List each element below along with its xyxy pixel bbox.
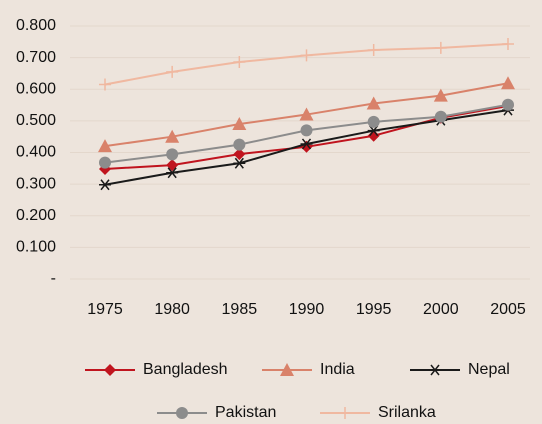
marker-shape <box>166 148 179 161</box>
y-tick-label: - <box>51 270 56 287</box>
legend-marker <box>339 407 351 419</box>
data-point <box>166 65 179 78</box>
data-point <box>233 138 246 151</box>
marker-shape <box>99 179 111 191</box>
marker-shape <box>300 124 313 137</box>
marker-shape <box>367 125 380 137</box>
marker-shape <box>367 129 380 142</box>
legend-label: Bangladesh <box>143 361 228 378</box>
marker-shape <box>367 115 380 128</box>
legend-label: Pakistan <box>215 404 276 421</box>
marker-shape <box>429 364 441 376</box>
data-point <box>300 124 313 137</box>
marker-shape <box>367 44 380 57</box>
x-tick-label: 1975 <box>87 301 123 318</box>
marker-shape <box>501 76 515 90</box>
data-point <box>166 167 179 179</box>
marker-shape <box>233 148 246 161</box>
marker-shape <box>300 138 313 150</box>
y-tick-label: 0.700 <box>16 49 56 66</box>
data-point <box>99 156 111 169</box>
y-tick-label: 0.100 <box>16 239 56 256</box>
y-tick-label: 0.300 <box>16 175 56 192</box>
x-tick-label: 1980 <box>154 301 190 318</box>
marker-shape <box>99 78 111 91</box>
marker-shape <box>104 364 116 376</box>
x-tick-label: 2005 <box>490 301 526 318</box>
x-tick-label: 1995 <box>356 301 392 318</box>
x-tick-label: 2000 <box>423 301 459 318</box>
marker-shape <box>366 96 381 110</box>
data-point <box>165 129 180 143</box>
data-point <box>367 44 380 57</box>
marker-shape <box>434 110 447 123</box>
data-point <box>300 49 313 62</box>
marker-shape <box>176 407 188 419</box>
data-point <box>367 115 380 128</box>
marker-shape <box>299 107 314 121</box>
y-tick-label: 0.400 <box>16 144 56 161</box>
y-tick-label: 0.800 <box>16 17 56 34</box>
legend-marker <box>429 364 441 376</box>
data-point <box>233 157 246 169</box>
data-point <box>502 98 514 111</box>
marker-shape <box>166 65 179 78</box>
data-point <box>434 110 447 123</box>
data-point <box>502 38 514 51</box>
marker-shape <box>98 139 112 153</box>
data-point <box>99 78 111 91</box>
legend-label: India <box>320 361 355 378</box>
data-point <box>233 56 246 69</box>
marker-shape <box>166 159 179 172</box>
data-point <box>233 148 246 161</box>
marker-shape <box>280 363 294 376</box>
data-point <box>367 125 380 137</box>
legend-marker <box>104 364 116 376</box>
marker-shape <box>434 41 447 54</box>
data-point <box>98 139 112 153</box>
marker-shape <box>433 88 448 102</box>
data-point <box>166 148 179 161</box>
data-point <box>434 41 447 54</box>
data-point <box>501 76 515 90</box>
data-point <box>433 88 448 102</box>
marker-shape <box>502 38 514 51</box>
marker-shape <box>502 98 514 111</box>
data-point <box>299 107 314 121</box>
marker-shape <box>233 138 246 151</box>
data-point <box>367 129 380 142</box>
marker-shape <box>99 156 111 169</box>
data-point <box>232 117 247 131</box>
marker-shape <box>233 56 246 69</box>
marker-shape <box>232 117 247 131</box>
legend-marker <box>176 407 188 419</box>
marker-shape <box>339 407 351 419</box>
legend-marker <box>280 363 294 376</box>
data-point <box>99 179 111 191</box>
x-tick-label: 1985 <box>222 301 258 318</box>
marker-shape <box>300 49 313 62</box>
data-point <box>300 138 313 150</box>
data-point <box>166 159 179 172</box>
marker-shape <box>165 129 180 143</box>
marker-shape <box>233 157 246 169</box>
y-tick-label: 0.500 <box>16 112 56 129</box>
y-tick-label: 0.600 <box>16 80 56 97</box>
y-tick-label: 0.200 <box>16 207 56 224</box>
data-point <box>366 96 381 110</box>
legend-label: Srilanka <box>378 404 436 421</box>
legend-label: Nepal <box>468 361 510 378</box>
marker-shape <box>166 167 179 179</box>
x-tick-label: 1990 <box>289 301 325 318</box>
